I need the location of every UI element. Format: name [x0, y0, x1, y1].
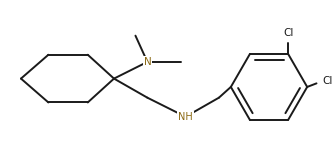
- Text: N: N: [143, 57, 151, 67]
- Text: Cl: Cl: [323, 76, 333, 86]
- Text: NH: NH: [178, 112, 193, 122]
- Text: Cl: Cl: [283, 28, 293, 38]
